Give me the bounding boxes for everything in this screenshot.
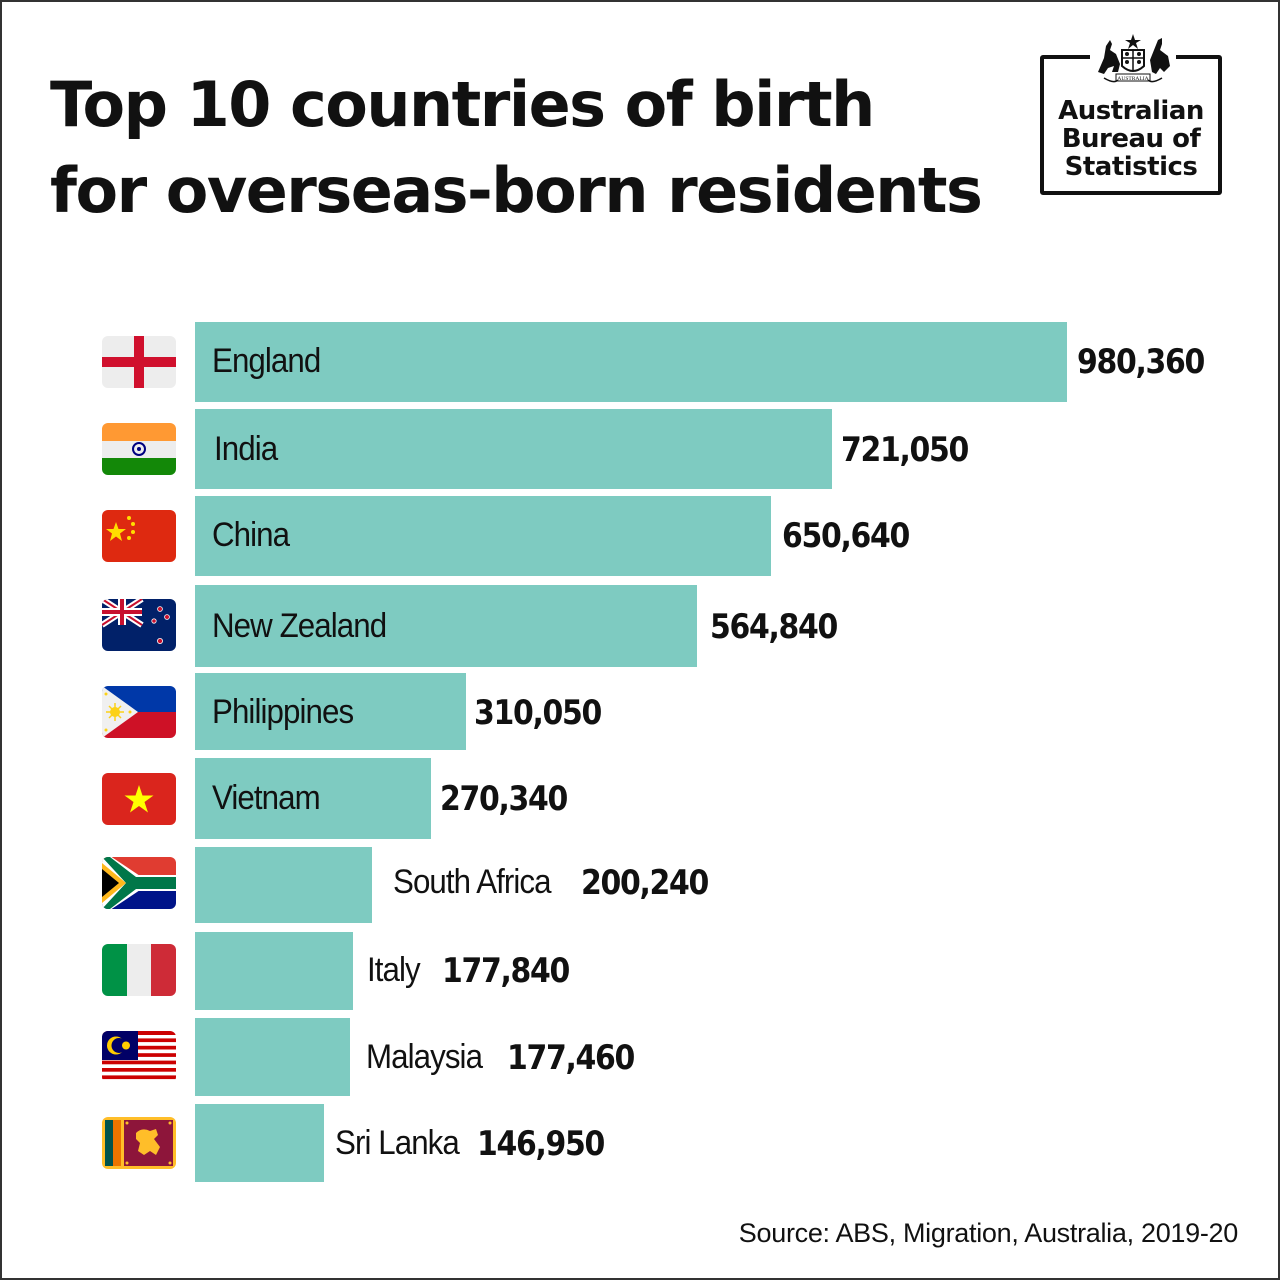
value-india: 721,050 (841, 430, 969, 470)
abs-logo-text: Australian Bureau of Statistics (1058, 96, 1204, 182)
label-italy: Italy (367, 951, 421, 989)
value-england: 980,360 (1077, 342, 1205, 382)
new-zealand-flag-icon (102, 599, 176, 651)
china-flag-icon (102, 510, 176, 562)
svg-text:AUSTRALIA: AUSTRALIA (1117, 76, 1148, 82)
label-new-zealand: New Zealand (212, 607, 387, 645)
south-africa-flag-icon (102, 857, 176, 909)
label-philippines: Philippines (212, 693, 354, 731)
source-note: Source: ABS, Migration, Australia, 2019-… (738, 1218, 1239, 1248)
malaysia-flag-icon (102, 1031, 176, 1083)
title-line-2: for overseas-born residents (50, 154, 983, 227)
value-vietnam: 270,340 (440, 779, 568, 819)
bar-malaysia (195, 1018, 350, 1096)
bar-south-africa (195, 847, 372, 923)
philippines-flag-icon (102, 686, 176, 738)
value-malaysia: 177,460 (507, 1038, 635, 1078)
coat-of-arms-icon: AUSTRALIA (1090, 28, 1176, 88)
title-line-1: Top 10 countries of birth (50, 68, 875, 141)
bar-vietnam (195, 758, 431, 839)
label-vietnam: Vietnam (212, 779, 321, 817)
bar-new-zealand (195, 585, 697, 667)
label-malaysia: Malaysia (366, 1038, 483, 1076)
label-sri-lanka: Sri Lanka (335, 1124, 460, 1162)
value-china: 650,640 (782, 516, 910, 556)
label-england: England (212, 342, 321, 380)
sri-lanka-flag-icon (102, 1117, 176, 1169)
england-flag-icon (102, 336, 176, 388)
bar-england (195, 322, 1067, 402)
value-italy: 177,840 (442, 951, 570, 991)
value-new-zealand: 564,840 (710, 607, 838, 647)
label-south-africa: South Africa (393, 863, 552, 901)
india-flag-icon (102, 423, 176, 475)
label-china: China (212, 516, 290, 554)
vietnam-flag-icon (102, 773, 176, 825)
label-india: India (214, 430, 278, 468)
bar-philippines (195, 673, 466, 750)
bar-sri-lanka (195, 1104, 324, 1182)
value-philippines: 310,050 (474, 693, 602, 733)
chart-title: Top 10 countries of birth for overseas-b… (50, 62, 983, 234)
italy-flag-icon (102, 944, 176, 996)
value-sri-lanka: 146,950 (477, 1124, 605, 1164)
bar-china (195, 496, 771, 576)
bar-italy (195, 932, 353, 1010)
value-south-africa: 200,240 (581, 863, 709, 903)
bar-india (195, 409, 832, 489)
